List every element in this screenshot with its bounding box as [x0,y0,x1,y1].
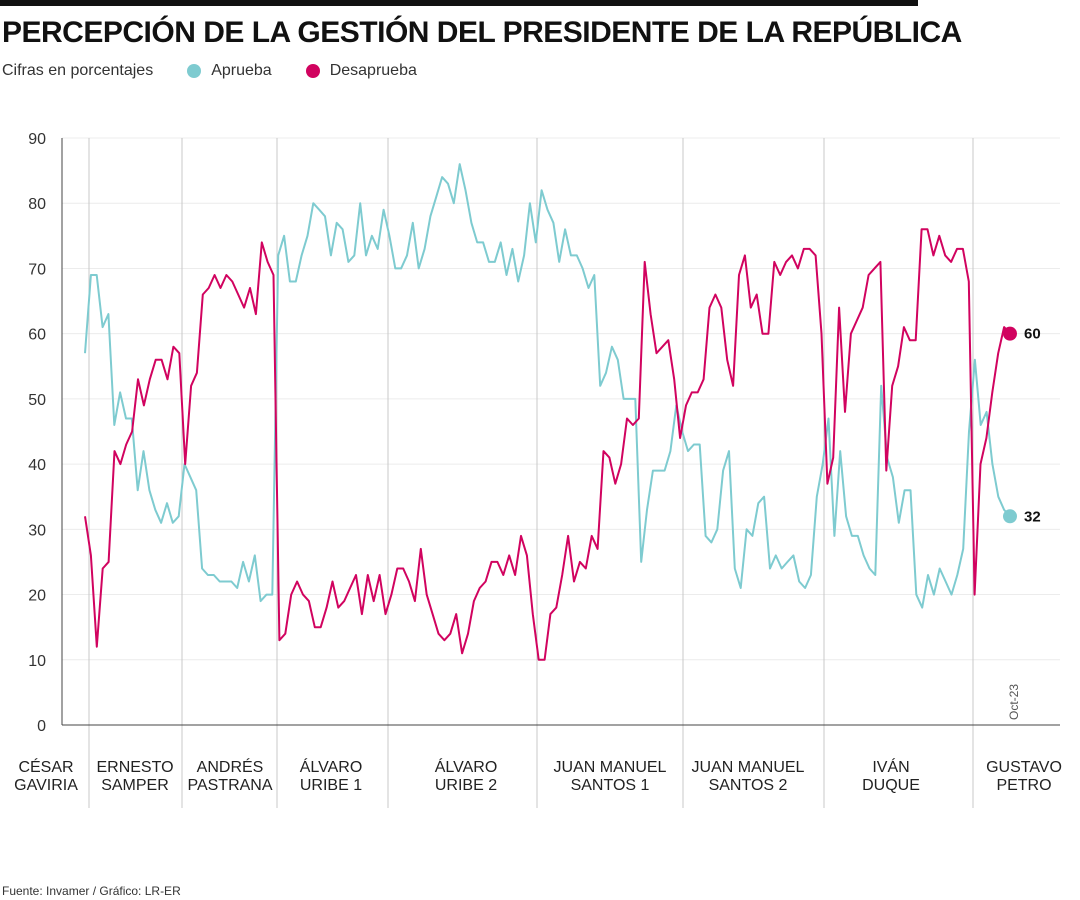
period-label-line1: CÉSAR [18,757,73,776]
legend-dot-aprueba [187,64,202,78]
period-label-line2: GAVIRIA [14,777,78,794]
y-tick-label: 60 [28,327,46,344]
y-tick-label: 0 [37,718,46,735]
end-point-aprueba [1003,509,1017,524]
period-label-line1: ÁLVARO [300,757,363,776]
period-label-line1: IVÁN [872,757,909,776]
legend-item-desaprueba: Desaprueba [305,62,417,80]
end-point-desaprueba [1003,326,1017,341]
y-tick-label: 40 [28,457,46,474]
y-tick-label: 50 [28,392,46,409]
y-tick-label: 20 [28,588,46,605]
y-tick-label: 70 [28,261,46,278]
y-tick-label: 90 [28,131,46,148]
period-label-line1: JUAN MANUEL [554,759,667,776]
legend: Cifras en porcentajes Aprueba Desaprueba [2,62,417,80]
period-label-line1: ANDRÉS [197,757,264,776]
end-label-aprueba: 32 [1024,508,1041,525]
period-label-line2: PASTRANA [187,777,272,794]
period-label-line1: GUSTAVO [986,759,1062,776]
period-label-line2: SANTOS 1 [571,777,650,794]
legend-item-aprueba: Aprueba [187,62,272,80]
legend-label: Desaprueba [329,62,417,79]
y-tick-label: 80 [28,196,46,213]
series-line-aprueba [84,163,1011,609]
period-label-line2: URIBE 1 [300,777,362,794]
period-label-line1: ÁLVARO [435,757,498,776]
period-label-line2: URIBE 2 [435,777,497,794]
end-label-desaprueba: 60 [1024,326,1041,343]
date-label: Oct-23 [1007,684,1021,720]
chart-title: PERCEPCIÓN DE LA GESTIÓN DEL PRESIDENTE … [2,16,962,49]
period-label-line2: PETRO [996,777,1051,794]
period-label-line1: ERNESTO [96,759,173,776]
y-tick-label: 30 [28,522,46,539]
source-note: Fuente: Invamer / Gráfico: LR-ER [2,884,181,898]
legend-dot-desaprueba [305,64,320,78]
period-label-line1: JUAN MANUEL [692,759,805,776]
top-rule [0,0,918,6]
period-label-line2: SANTOS 2 [709,777,788,794]
subtitle: Cifras en porcentajes [2,62,154,79]
period-label-line2: SAMPER [101,777,169,794]
series-line-desaprueba [84,228,1011,661]
y-tick-label: 10 [28,653,46,670]
legend-label: Aprueba [211,62,272,79]
period-label-line2: DUQUE [862,777,920,794]
